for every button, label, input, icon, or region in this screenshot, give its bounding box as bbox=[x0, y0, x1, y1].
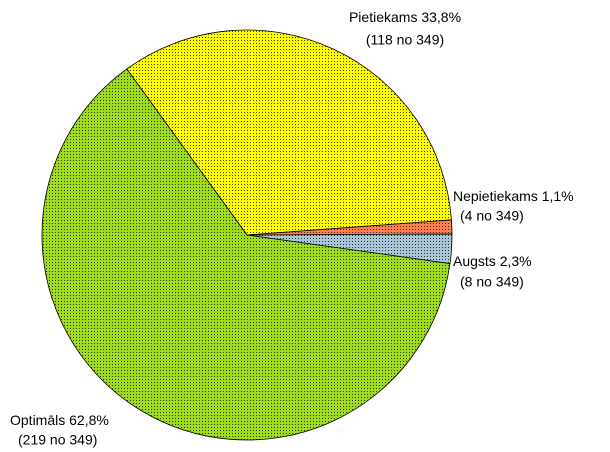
slice-label: Augsts 2,3% bbox=[453, 253, 532, 269]
slice-label: Optimāls 62,8% bbox=[10, 412, 109, 428]
pie-slice bbox=[126, 29, 452, 236]
category-label: Nepietiekams bbox=[453, 188, 538, 204]
count-label: (8 no 349) bbox=[460, 274, 524, 290]
slice-label: Pietiekams 33,8% bbox=[349, 9, 461, 25]
category-label: Pietiekams bbox=[349, 9, 417, 25]
count-label: (219 no 349) bbox=[18, 432, 97, 448]
category-label: Optimāls bbox=[10, 412, 65, 428]
slice-label: Nepietiekams 1,1% bbox=[453, 188, 574, 204]
category-label: Augsts bbox=[453, 253, 496, 269]
count-label: (4 no 349) bbox=[460, 208, 524, 224]
value-label: 1,1% bbox=[542, 188, 574, 204]
pie-slice bbox=[41, 68, 451, 441]
value-label: 2,3% bbox=[500, 253, 532, 269]
value-label: 33,8% bbox=[421, 9, 461, 25]
count-label: (118 no 349) bbox=[366, 32, 444, 48]
value-label: 62,8% bbox=[69, 412, 109, 428]
